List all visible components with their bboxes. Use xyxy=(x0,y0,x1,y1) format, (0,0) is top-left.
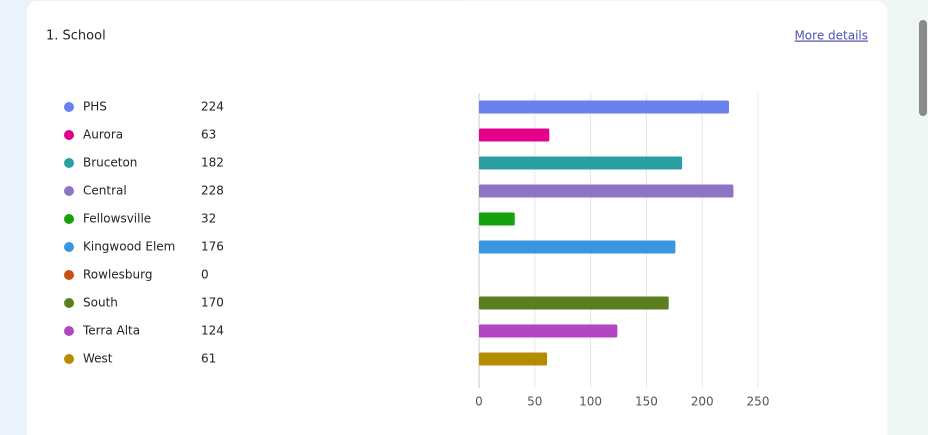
legend-label: Fellowsville xyxy=(83,212,151,226)
legend-dot xyxy=(64,242,74,252)
x-tick-label: 50 xyxy=(527,395,542,409)
legend-value: 176 xyxy=(201,240,224,254)
x-tick-label: 150 xyxy=(635,395,658,409)
legend-dot xyxy=(64,130,74,140)
bar xyxy=(479,128,550,142)
legend-value: 224 xyxy=(201,100,224,114)
legend-value: 124 xyxy=(201,324,224,338)
legend-dot xyxy=(64,270,74,280)
more-details-link[interactable]: More details xyxy=(794,29,868,43)
bar xyxy=(479,240,676,254)
legend-label: PHS xyxy=(83,100,107,114)
legend-label: Terra Alta xyxy=(82,324,140,338)
legend-dot xyxy=(64,298,74,308)
x-tick-label: 200 xyxy=(691,395,714,409)
legend-value: 61 xyxy=(201,352,216,366)
x-tick-label: 0 xyxy=(475,395,483,409)
legend-value: 228 xyxy=(201,184,224,198)
bar xyxy=(479,352,548,366)
legend-dot xyxy=(64,102,74,112)
scrollbar-thumb xyxy=(919,20,927,116)
bar xyxy=(479,100,729,114)
bar xyxy=(479,296,669,310)
legend-label: Aurora xyxy=(83,128,123,142)
legend-value: 0 xyxy=(201,268,209,282)
legend-label: Kingwood Elem xyxy=(83,240,175,254)
legend-dot xyxy=(64,214,74,224)
bar xyxy=(479,184,734,198)
legend-value: 32 xyxy=(201,212,216,226)
legend-dot xyxy=(64,186,74,196)
legend-value: 182 xyxy=(201,156,224,170)
x-tick-label: 250 xyxy=(747,395,770,409)
legend-label: Rowlesburg xyxy=(83,268,153,282)
bar xyxy=(479,324,618,338)
bar xyxy=(479,156,683,170)
legend-dot xyxy=(64,326,74,336)
legend-dot xyxy=(64,354,74,364)
legend-label: Central xyxy=(83,184,127,198)
question-title: 1. School xyxy=(46,29,106,44)
legend-value: 63 xyxy=(201,128,216,142)
legend-dot xyxy=(64,158,74,168)
legend-label: West xyxy=(83,352,113,366)
legend-value: 170 xyxy=(201,296,224,310)
x-tick-label: 100 xyxy=(579,395,602,409)
legend-label: South xyxy=(83,296,118,310)
legend-label: Bruceton xyxy=(83,156,137,170)
bar xyxy=(479,212,515,226)
